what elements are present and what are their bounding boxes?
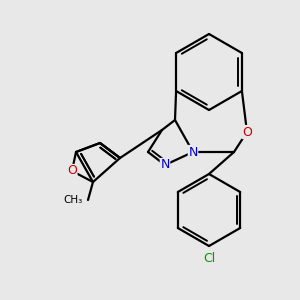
- Text: Cl: Cl: [203, 251, 215, 265]
- Text: N: N: [160, 158, 170, 172]
- Text: O: O: [242, 125, 252, 139]
- Text: CH₃: CH₃: [64, 195, 83, 205]
- Text: O: O: [67, 164, 77, 178]
- Text: N: N: [188, 146, 198, 158]
